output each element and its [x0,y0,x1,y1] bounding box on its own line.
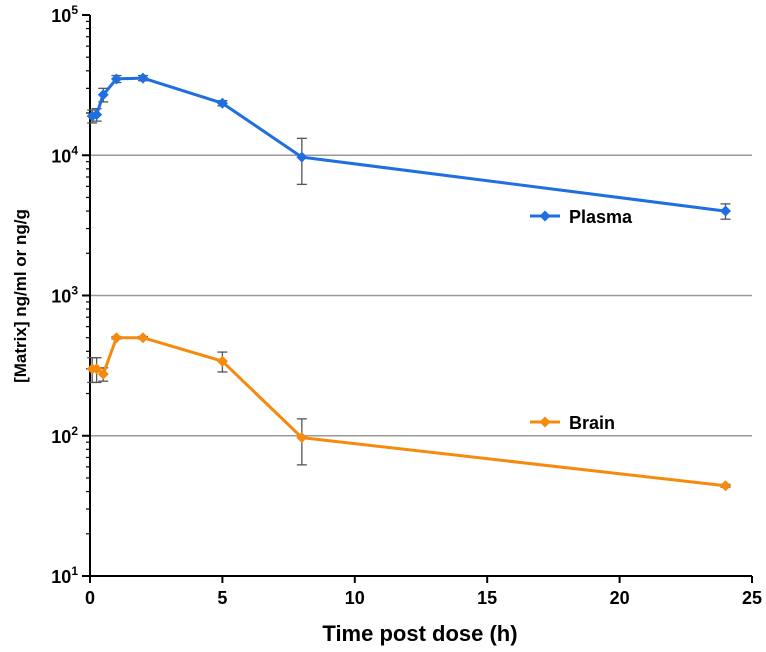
legend-swatch-marker [539,210,551,222]
y-tick-base: 10 [51,146,71,166]
legend-item-plasma: Plasma [530,207,633,227]
y-tick-base: 10 [51,6,71,26]
x-tick-label: 5 [217,588,227,608]
x-tick-label: 10 [345,588,365,608]
y-tick-label: 104 [51,143,78,166]
data-point [97,368,109,380]
data-point [91,363,103,375]
series-line [91,76,726,213]
data-point [720,480,732,492]
x-axis-title: Time post dose (h) [322,621,517,646]
x-tick-label: 20 [610,588,630,608]
data-point [137,72,149,84]
data-point [720,205,732,217]
data-point [216,97,228,109]
y-tick-base: 10 [51,287,71,307]
y-tick-exp: 2 [71,424,78,438]
data-point [110,332,122,344]
gridlines [90,154,752,437]
data-point [137,332,149,344]
x-tick-label: 25 [742,588,762,608]
data-point [216,355,228,367]
series-plasma [86,72,732,220]
y-axis-title: [Matrix] ng/ml or ng/g [11,209,30,383]
y-tick-label: 101 [51,564,78,587]
data-point [91,109,103,121]
x-tick-label: 15 [477,588,497,608]
y-tick-label: 105 [51,3,78,26]
y-tick-base: 10 [51,567,71,587]
x-ticks: 0 5 10 15 20 25 [85,576,762,608]
data-point [296,432,308,444]
data-point [110,73,122,85]
data-point [296,151,308,163]
legend: Plasma Brain [530,207,633,433]
legend-swatch-marker [539,416,551,428]
legend-label: Brain [569,413,615,433]
y-tick-exp: 5 [71,3,78,17]
y-tick-label: 103 [51,284,78,307]
legend-item-brain: Brain [530,413,615,433]
series-layer [86,72,732,492]
y-tick-exp: 4 [71,143,78,157]
legend-label: Plasma [569,207,633,227]
y-tick-base: 10 [51,427,71,447]
y-tick-exp: 1 [71,564,78,578]
x-tick-label: 0 [85,588,95,608]
y-tick-label: 102 [51,424,78,447]
y-tick-exp: 3 [71,284,78,298]
series-line [92,336,726,488]
series-brain [86,332,732,492]
data-point [97,89,109,101]
